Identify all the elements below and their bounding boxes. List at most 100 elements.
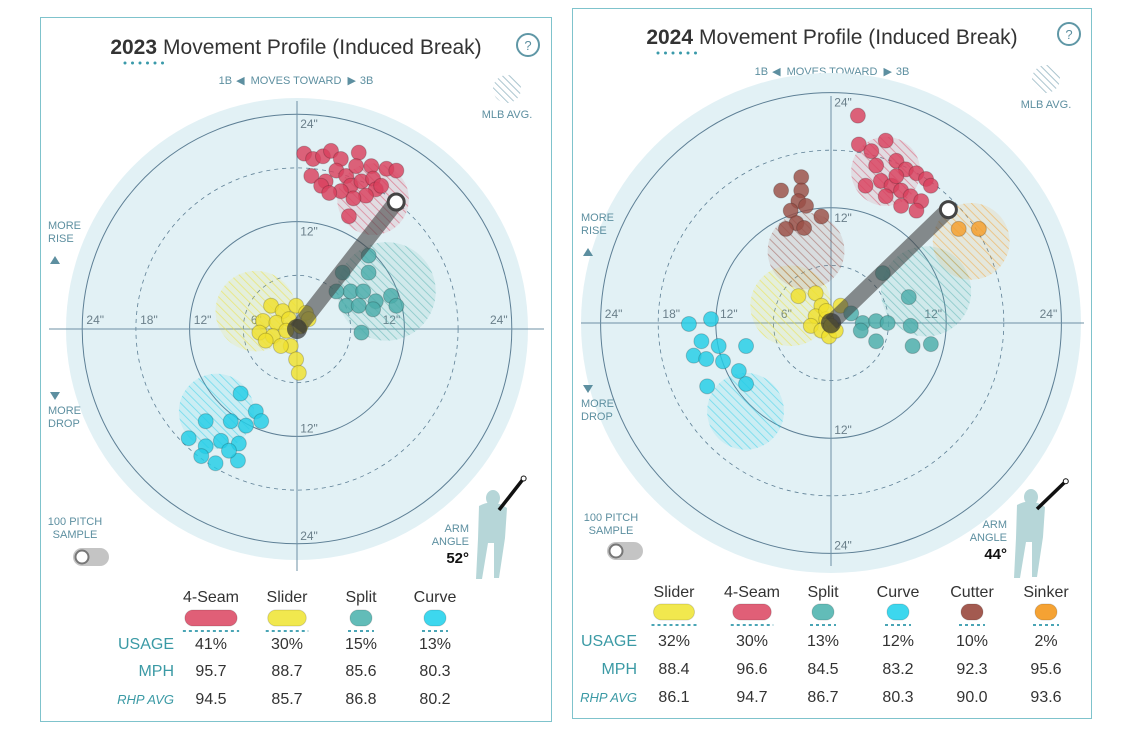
pitch-color-pill[interactable] bbox=[1034, 603, 1058, 621]
pitch-color-pill[interactable] bbox=[267, 609, 307, 627]
pitch-point-slider[interactable] bbox=[790, 288, 807, 305]
pitch-point-4-seam[interactable] bbox=[350, 144, 367, 161]
pitch-point-split[interactable] bbox=[879, 315, 896, 331]
pitch-point-4-seam[interactable] bbox=[388, 162, 405, 179]
pitch-point-split[interactable] bbox=[922, 336, 939, 353]
pitch-point-curve[interactable] bbox=[197, 413, 214, 430]
pitch-point-sinker[interactable] bbox=[970, 220, 987, 237]
pitch-point-cutter[interactable] bbox=[798, 197, 815, 214]
pitch-point-4-seam[interactable] bbox=[849, 107, 866, 124]
pitch-color-pill[interactable] bbox=[960, 603, 984, 621]
arm-slot-release-point[interactable] bbox=[386, 192, 406, 212]
help-icon[interactable] bbox=[516, 33, 540, 57]
pitch-point-curve[interactable] bbox=[738, 338, 755, 355]
pitch-color-pill[interactable] bbox=[653, 603, 695, 621]
pitch-point-slider[interactable] bbox=[257, 332, 274, 349]
pitch-point-split[interactable] bbox=[388, 297, 405, 314]
pitch-point-slider[interactable] bbox=[807, 285, 824, 302]
pitch-point-curve[interactable] bbox=[207, 455, 224, 472]
pitch-point-slider[interactable] bbox=[290, 364, 307, 381]
pitch-mph: 84.5 bbox=[807, 661, 838, 678]
pitch-point-4-seam[interactable] bbox=[863, 143, 880, 160]
pitch-usage: 2% bbox=[1034, 633, 1057, 650]
pitch-point-4-seam[interactable] bbox=[303, 167, 320, 184]
pitch-color-pill[interactable] bbox=[886, 603, 910, 621]
pitch-point-4-seam[interactable] bbox=[340, 208, 357, 225]
tick-label: 12" bbox=[300, 225, 318, 239]
pitch-point-4-seam[interactable] bbox=[850, 136, 867, 153]
pitch-color-pill[interactable] bbox=[349, 609, 373, 627]
pitch-point-sinker[interactable] bbox=[950, 220, 967, 237]
pitch-point-4-seam[interactable] bbox=[908, 202, 925, 219]
pitch-point-curve[interactable] bbox=[738, 375, 755, 392]
pitch-point-split[interactable] bbox=[900, 289, 917, 306]
pitch-point-curve[interactable] bbox=[730, 363, 747, 379]
arrow-right-icon: ▶ bbox=[883, 66, 892, 78]
toggle-knob[interactable] bbox=[608, 543, 624, 559]
pitch-point-split[interactable] bbox=[852, 322, 869, 339]
pitch-point-cutter[interactable] bbox=[782, 202, 799, 219]
pitch-point-4-seam[interactable] bbox=[373, 177, 390, 194]
pitch-point-split[interactable] bbox=[360, 264, 377, 281]
pitch-point-curve[interactable] bbox=[220, 442, 237, 459]
pitch-color-pill[interactable] bbox=[732, 603, 772, 621]
arm-angle-label: ARM bbox=[983, 519, 1007, 531]
row-label: USAGE bbox=[581, 633, 637, 650]
pitch-point-curve[interactable] bbox=[222, 413, 239, 430]
pitch-point-4-seam[interactable] bbox=[868, 157, 885, 174]
pitch-point-curve[interactable] bbox=[253, 413, 270, 430]
pitch-point-curve[interactable] bbox=[715, 353, 731, 370]
sample-toggle[interactable] bbox=[73, 548, 109, 566]
pitch-point-curve[interactable] bbox=[193, 448, 210, 465]
pitch-point-split[interactable] bbox=[353, 324, 370, 341]
pitch-point-4-seam[interactable] bbox=[893, 197, 910, 214]
sample-toggle[interactable] bbox=[607, 542, 643, 560]
pitch-name: Split bbox=[345, 589, 377, 606]
pitch-point-curve[interactable] bbox=[180, 430, 197, 447]
down-triangle-icon bbox=[50, 392, 60, 400]
help-icon[interactable] bbox=[1057, 22, 1081, 46]
pitch-point-slider[interactable] bbox=[288, 351, 305, 368]
pitch-point-split[interactable] bbox=[868, 333, 885, 350]
pitch-color-pill[interactable] bbox=[184, 609, 238, 627]
arrow-right-icon: ▶ bbox=[347, 75, 356, 87]
pitch-point-split[interactable] bbox=[350, 297, 367, 314]
pitch-color-pill[interactable] bbox=[423, 609, 447, 627]
pitch-point-4-seam[interactable] bbox=[922, 177, 939, 194]
pitch-point-curve[interactable] bbox=[699, 378, 716, 395]
title-dot bbox=[146, 61, 149, 65]
pitch-point-split[interactable] bbox=[365, 301, 382, 318]
toggle-knob[interactable] bbox=[74, 549, 90, 565]
pitch-point-curve[interactable] bbox=[232, 385, 249, 402]
pitch-point-split[interactable] bbox=[355, 283, 372, 300]
pitch-point-cutter[interactable] bbox=[793, 169, 810, 186]
pitch-point-split[interactable] bbox=[904, 338, 921, 355]
moves-toward-label: 1B ◀ MOVES TOWARD ▶ 3B bbox=[219, 75, 374, 87]
pitch-point-split[interactable] bbox=[902, 317, 919, 334]
pitch-point-4-seam[interactable] bbox=[888, 168, 905, 185]
mlb-avg-legend-icon bbox=[1032, 65, 1060, 93]
pitch-point-4-seam[interactable] bbox=[321, 184, 338, 201]
pitch-point-curve[interactable] bbox=[680, 315, 697, 332]
pitch-point-curve[interactable] bbox=[703, 311, 719, 328]
pitch-point-4-seam[interactable] bbox=[877, 188, 894, 205]
pitch-point-4-seam[interactable] bbox=[877, 132, 894, 149]
pitch-point-curve[interactable] bbox=[229, 452, 246, 469]
pitch-point-4-seam[interactable] bbox=[345, 190, 362, 207]
pitch-mph: 88.7 bbox=[271, 663, 302, 680]
pitch-point-curve[interactable] bbox=[237, 417, 254, 434]
pitch-point-curve[interactable] bbox=[693, 333, 710, 350]
pitch-point-cutter[interactable] bbox=[777, 220, 794, 237]
pitch-point-4-seam[interactable] bbox=[348, 158, 365, 175]
pitch-point-curve[interactable] bbox=[698, 351, 715, 367]
pitch-point-cutter[interactable] bbox=[796, 219, 813, 236]
pitch-point-4-seam[interactable] bbox=[857, 177, 874, 194]
pitch-color-pill[interactable] bbox=[811, 603, 835, 621]
pitch-usage: 12% bbox=[882, 633, 914, 650]
pitch-point-slider[interactable] bbox=[272, 338, 289, 355]
arm-slot-release-point[interactable] bbox=[938, 200, 958, 220]
pitch-point-cutter[interactable] bbox=[813, 208, 830, 225]
pitch-point-curve[interactable] bbox=[710, 338, 727, 355]
pitch-point-4-seam[interactable] bbox=[888, 152, 905, 169]
pitch-point-cutter[interactable] bbox=[773, 182, 790, 199]
